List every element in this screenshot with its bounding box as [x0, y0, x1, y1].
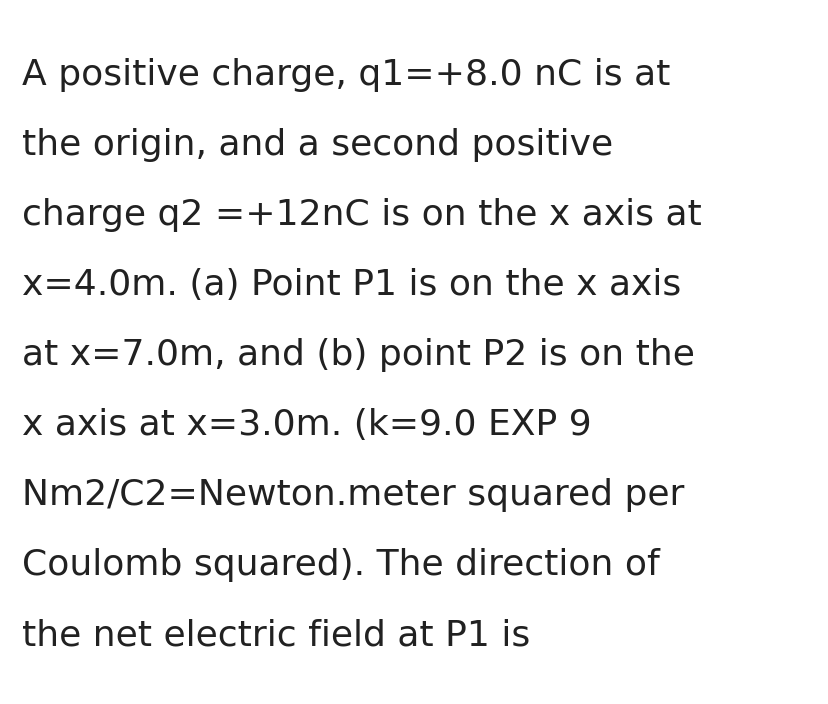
Text: the net electric field at P1 is: the net electric field at P1 is	[22, 618, 530, 652]
Text: the origin, and a second positive: the origin, and a second positive	[22, 128, 613, 162]
Text: x axis at x=3.0m. (k=9.0 EXP 9: x axis at x=3.0m. (k=9.0 EXP 9	[22, 408, 591, 442]
Text: Nm2/C2=Newton.meter squared per: Nm2/C2=Newton.meter squared per	[22, 478, 684, 512]
Text: A positive charge, q1=+8.0 nC is at: A positive charge, q1=+8.0 nC is at	[22, 58, 670, 92]
Text: at x=7.0m, and (b) point P2 is on the: at x=7.0m, and (b) point P2 is on the	[22, 338, 694, 372]
Text: Coulomb squared). The direction of: Coulomb squared). The direction of	[22, 548, 659, 582]
Text: charge q2 =+12nC is on the x axis at: charge q2 =+12nC is on the x axis at	[22, 198, 701, 232]
Text: x=4.0m. (a) Point P1 is on the x axis: x=4.0m. (a) Point P1 is on the x axis	[22, 268, 681, 302]
